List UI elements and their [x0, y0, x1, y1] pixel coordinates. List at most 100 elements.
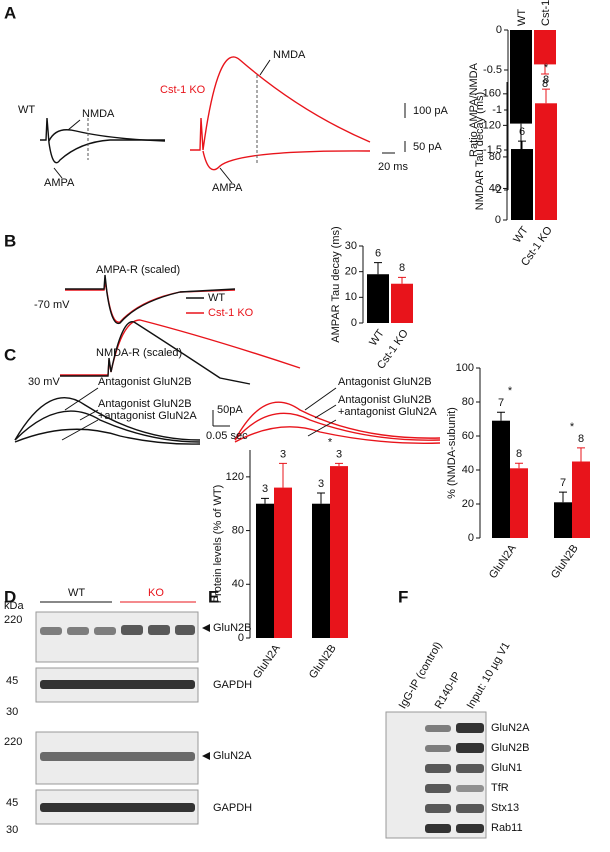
group-label: KO: [148, 587, 164, 599]
row-label: GluN1: [491, 762, 522, 774]
trace: [234, 412, 441, 441]
bar: [535, 103, 557, 220]
bar: [554, 502, 572, 538]
n-label: 8: [578, 433, 584, 445]
y-tick-label: 20: [462, 498, 474, 510]
category-label: GluN2B: [307, 643, 339, 681]
legend-label: WT: [208, 292, 225, 304]
significance: *: [508, 385, 513, 397]
y-axis-title: Protein levels (% of WT): [212, 485, 224, 604]
category-label: GluN2A: [487, 542, 519, 581]
trace-label: Antagonist GluN2B: [98, 376, 192, 388]
y-tick-label: 10: [345, 291, 357, 303]
trace-label: NMDA: [273, 49, 306, 61]
band: [456, 804, 484, 813]
bar: [330, 466, 348, 638]
trace: [234, 426, 441, 444]
trace: [202, 150, 371, 171]
legend-label: Cst-1 KO: [208, 307, 254, 319]
category-label: Cst-1 KO: [540, 0, 552, 26]
trace-label: NMDA: [82, 108, 115, 120]
y-tick-label: 160: [483, 88, 501, 100]
y-tick-label: 0: [351, 317, 357, 329]
error-bar: [559, 491, 567, 503]
bar: [534, 30, 556, 65]
band: [425, 725, 451, 732]
trace: [65, 274, 236, 325]
blot-f: [385, 711, 487, 839]
y-tick-label: 80: [489, 151, 501, 163]
marker: 220: [4, 614, 22, 626]
band: [40, 680, 195, 689]
trace-label: -70 mV: [34, 299, 70, 311]
row-label: GluN2B: [213, 622, 252, 634]
y-axis-title: AMPAR Tau decay (ms): [330, 226, 342, 342]
error-bar: [497, 411, 505, 421]
band: [456, 824, 484, 833]
row-label: Stx13: [491, 802, 519, 814]
n-label: 7: [560, 477, 566, 489]
n-label: 3: [318, 478, 324, 490]
traces-a: [40, 56, 406, 184]
bar: [367, 274, 389, 323]
marker: 45: [6, 797, 18, 809]
band: [94, 627, 116, 635]
y-axis-title: NMDAR Tau decay (ms): [474, 92, 486, 210]
trace-label: Antagonist GluN2B: [338, 376, 432, 388]
y-tick-label: 100: [456, 362, 474, 374]
category-label: WT: [516, 9, 528, 26]
band: [425, 745, 451, 752]
scale-label: 0.05 sec: [206, 430, 248, 442]
band: [456, 743, 484, 753]
significance: *: [328, 436, 333, 448]
bar: [572, 461, 590, 538]
row-label: Rab11: [491, 822, 523, 834]
panel-letter: E: [208, 587, 219, 606]
row-label: GluN2A: [491, 722, 530, 734]
arrowhead: [202, 624, 210, 760]
band: [121, 625, 143, 635]
category-label: WT: [367, 327, 387, 348]
trace-label: AMPA: [44, 177, 75, 189]
scale-label: 50pA: [217, 404, 243, 416]
blot: [35, 611, 199, 663]
marker: 220: [4, 736, 22, 748]
band: [40, 627, 62, 635]
band: [456, 785, 484, 792]
row-label: GAPDH: [213, 679, 252, 691]
n-label: 8: [399, 262, 405, 274]
y-tick-label: 0: [496, 24, 502, 36]
y-tick-label: 120: [483, 119, 501, 131]
error-bar: [577, 447, 585, 462]
trace-label: Antagonist GluN2B: [98, 398, 192, 410]
trace: [14, 410, 201, 443]
band: [456, 764, 484, 773]
column-label: Input: 10 µg V1: [465, 640, 513, 711]
bar: [312, 503, 330, 638]
error-bar: [518, 140, 526, 150]
panel-letter: D: [4, 587, 16, 606]
n-label: 3: [336, 448, 342, 460]
y-tick-label: 0: [495, 214, 501, 226]
y-tick-label: 120: [226, 471, 244, 483]
trace: [40, 117, 165, 164]
y-tick-label: -1.5: [483, 144, 502, 156]
n-label: 3: [262, 483, 268, 495]
n-label: 6: [375, 248, 381, 260]
y-tick-label: -1: [492, 104, 502, 116]
y-tick-label: 20: [345, 266, 357, 278]
panel-letter: B: [4, 231, 16, 250]
error-bar: [317, 492, 325, 504]
bar: [256, 503, 274, 638]
trace-label: WT: [18, 104, 35, 116]
y-tick-label: 80: [232, 524, 244, 536]
band: [425, 764, 451, 773]
y-tick-label: 30: [345, 240, 357, 252]
marker: 30: [6, 706, 18, 718]
y-tick-label: 80: [462, 396, 474, 408]
bar: [492, 420, 510, 538]
error-bar: [279, 462, 287, 488]
band: [40, 752, 195, 761]
error-bar: [261, 497, 269, 504]
blot-unit: kDa: [4, 600, 24, 612]
